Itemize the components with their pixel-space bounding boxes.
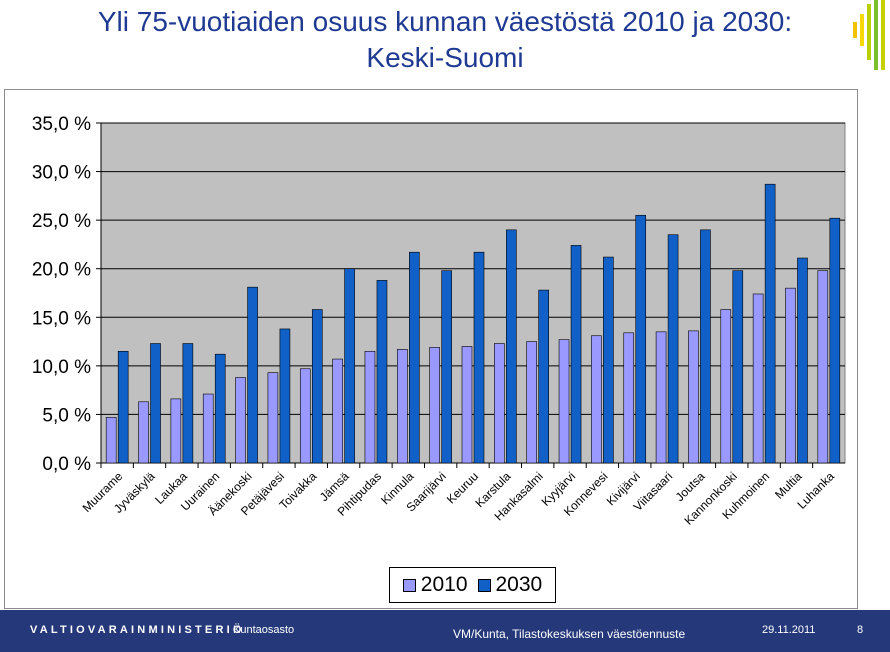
legend-swatch-2010 bbox=[402, 578, 416, 592]
bar-2030 bbox=[279, 328, 291, 464]
bar-2030 bbox=[441, 270, 452, 464]
bar-2010 bbox=[364, 350, 376, 464]
bar-2010 bbox=[720, 309, 732, 464]
bar-2010 bbox=[785, 287, 796, 464]
chart-area: 0,0 % 5,0 % 10,0 % 15,0 % 20,0 % 25,0 % 30,0 %… bbox=[4, 89, 858, 609]
bar-2030 bbox=[409, 251, 420, 464]
decorative-bars-logo bbox=[853, 0, 885, 70]
footer-ministry: VALTIOVARAINMINISTERIÖ bbox=[30, 624, 245, 636]
bar-2030 bbox=[150, 343, 161, 464]
bar-2010 bbox=[397, 349, 408, 464]
bar-2030 bbox=[247, 286, 258, 464]
bar-2030 bbox=[700, 229, 711, 464]
bar-2030 bbox=[570, 245, 582, 464]
bar-2010 bbox=[494, 343, 505, 464]
bar-2030 bbox=[214, 353, 226, 464]
legend-item-2030: 2030 bbox=[477, 573, 543, 597]
y-tick-label: 30,0 % bbox=[32, 163, 91, 184]
y-tick-label: 10,0 % bbox=[32, 357, 91, 378]
bar-2010 bbox=[461, 346, 473, 464]
bar-2030 bbox=[764, 183, 776, 464]
footer-department: Kuntaosasto bbox=[233, 624, 295, 636]
bar-2030 bbox=[311, 309, 323, 464]
legend-label-2030: 2030 bbox=[495, 573, 543, 596]
y-tick-label: 15,0 % bbox=[32, 308, 91, 329]
bar-2010 bbox=[429, 347, 440, 464]
chart-legend: 2010 2030 bbox=[389, 567, 556, 603]
bar-2010 bbox=[332, 358, 343, 464]
slide-title-line1: Yli 75-vuotiaiden osuus kunnan väestöstä… bbox=[97, 6, 793, 37]
bar-2010 bbox=[655, 331, 667, 464]
bar-2030 bbox=[667, 234, 679, 464]
bar-2010 bbox=[170, 398, 182, 464]
bar-2010 bbox=[299, 368, 311, 464]
bar-2030 bbox=[506, 229, 517, 464]
bar-2010 bbox=[558, 339, 570, 464]
bar-2010 bbox=[752, 293, 764, 464]
y-tick-label: 5,0 % bbox=[42, 405, 91, 426]
bar-2030 bbox=[635, 214, 647, 464]
bar-2030 bbox=[117, 350, 129, 464]
bar-2030 bbox=[538, 289, 549, 464]
legend-label-2010: 2010 bbox=[420, 573, 468, 596]
bar-2030 bbox=[732, 270, 744, 464]
bar-2030 bbox=[344, 268, 355, 464]
y-tick-label: 20,0 % bbox=[32, 260, 91, 281]
footer-source: VM/Kunta, Tilastokeskuksen väestöennuste bbox=[453, 627, 686, 641]
bar-2010 bbox=[105, 417, 117, 464]
bar-2010 bbox=[623, 332, 635, 464]
legend-swatch-2030 bbox=[477, 578, 491, 592]
bar-2010 bbox=[526, 341, 537, 464]
y-tick-label: 0,0 % bbox=[42, 454, 91, 475]
bar-2010 bbox=[202, 393, 214, 464]
y-tick-label: 25,0 % bbox=[32, 211, 91, 232]
bar-2010 bbox=[235, 377, 246, 464]
bar-2030 bbox=[829, 217, 841, 464]
bar-2030 bbox=[376, 280, 388, 464]
bar-2030 bbox=[182, 343, 194, 464]
bar-2010 bbox=[817, 270, 829, 464]
footer-date: 29.11.2011 bbox=[762, 624, 816, 636]
bar-2010 bbox=[688, 330, 699, 464]
bar-2030 bbox=[603, 256, 614, 464]
bar-2010 bbox=[267, 372, 279, 464]
y-tick-label: 35,0 % bbox=[32, 114, 91, 135]
bar-2030 bbox=[473, 251, 485, 464]
bar-2010 bbox=[591, 335, 602, 464]
bar-2030 bbox=[797, 257, 808, 464]
footer-page-number: 8 bbox=[857, 624, 864, 636]
footer-bar: VALTIOVARAINMINISTERIÖ Kuntaosasto VM/Ku… bbox=[0, 610, 890, 652]
slide-title: Yli 75-vuotiaiden osuus kunnan väestöstä… bbox=[0, 4, 890, 76]
slide-title-line2: Keski-Suomi bbox=[366, 42, 524, 73]
x-tick-label: Luhanka bbox=[794, 469, 837, 512]
legend-item-2010: 2010 bbox=[402, 573, 468, 597]
bar-2010 bbox=[138, 401, 149, 464]
bar-chart: 0,0 % 5,0 % 10,0 % 15,0 % 20,0 % 25,0 % 30,0 %… bbox=[32, 114, 846, 528]
